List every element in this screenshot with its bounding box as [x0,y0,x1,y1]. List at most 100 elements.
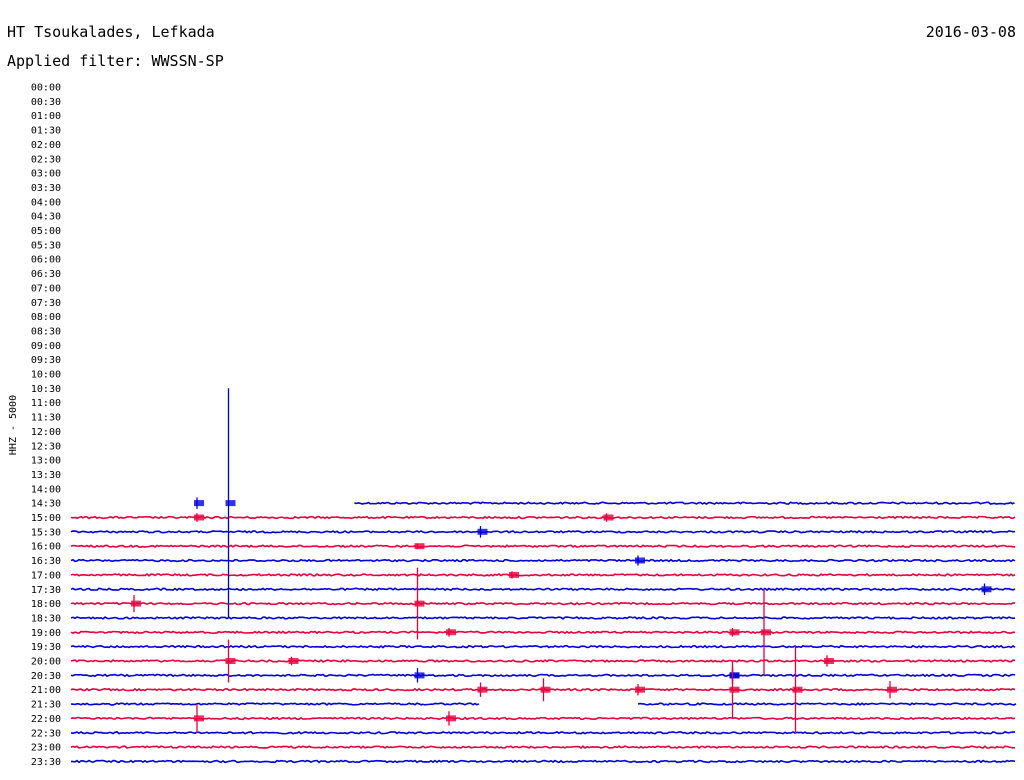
event-coda [887,686,897,693]
trace-row [354,501,1015,505]
row-label: 18:30 [31,613,61,624]
row-label: 07:00 [31,283,61,294]
row-label: 20:00 [31,657,61,668]
event-coda [540,686,551,693]
y-axis-label: HHZ - 5000 [8,395,19,455]
row-labels: 00:00 00:30 01:00 01:30 02:00 02:30 03:00 03:30… [31,83,61,768]
event-coda [194,715,204,722]
trace-row [70,644,1016,649]
trace-row [70,630,1016,635]
row-label: 11:00 [31,398,61,409]
event-coda [446,715,456,722]
event-coda [414,672,425,679]
row-label: 23:00 [31,743,61,754]
event-coda [981,586,992,593]
event-coda [414,543,425,550]
trace-row [70,573,1016,577]
row-label: 01:30 [31,126,61,137]
event-coda [635,557,645,564]
row-label: 20:30 [31,671,61,682]
row-label: 11:30 [31,413,61,424]
event-coda [194,514,204,521]
trace-row [70,745,1016,750]
row-label: 21:00 [31,685,61,696]
row-label: 14:00 [31,484,61,495]
trace-row [70,616,1016,620]
row-label: 06:00 [31,255,61,266]
date-label: 2016-03-08 [926,23,1016,41]
event-coda [194,500,204,507]
trace-row [70,730,1016,735]
row-label: 12:00 [31,427,61,438]
event-coda [509,571,519,578]
trace-row [637,702,1017,706]
row-label: 13:00 [31,456,61,467]
row-label: 06:30 [31,269,61,280]
trace-row [70,587,1016,592]
seismic-events [131,388,992,733]
row-label: 22:30 [31,728,61,739]
trace-row [70,601,1016,606]
trace-row [70,544,1016,549]
event-coda [729,629,740,636]
row-label: 09:00 [31,341,61,352]
row-label: 10:30 [31,384,61,395]
row-label: 02:00 [31,140,61,151]
row-label: 17:00 [31,570,61,581]
row-label: 01:00 [31,111,61,122]
row-label: 16:30 [31,556,61,567]
trace-row [70,702,480,706]
event-coda [131,600,141,607]
row-label: 15:30 [31,527,61,538]
row-label: 03:30 [31,183,61,194]
event-coda [603,514,614,521]
row-label: 00:30 [31,97,61,108]
row-label: 16:00 [31,542,61,553]
event-coda [477,686,488,693]
event-coda [225,658,236,664]
event-coda [414,600,425,607]
row-label: 04:30 [31,212,61,223]
row-label: 10:00 [31,370,61,381]
trace-row [70,716,1016,721]
trace-row [70,659,1016,663]
row-label: 22:00 [31,714,61,725]
row-label: 05:00 [31,226,61,237]
event-coda [635,686,645,693]
event-coda [761,629,771,636]
row-label: 19:00 [31,628,61,639]
row-label: 03:00 [31,169,61,180]
row-label: 15:00 [31,513,61,524]
station-title: HT Tsoukalades, Lefkada [7,23,215,41]
event-coda [225,500,236,507]
row-label: 23:30 [31,757,61,768]
seismic-traces [70,501,1017,764]
row-label: 07:30 [31,298,61,309]
row-label: 14:30 [31,499,61,510]
row-label: 04:00 [31,197,61,208]
event-coda [477,528,488,535]
row-label: 19:30 [31,642,61,653]
trace-row [70,558,1016,563]
row-label: 08:30 [31,326,61,337]
row-label: 21:30 [31,700,61,711]
row-label: 08:00 [31,312,61,323]
event-coda [288,658,299,664]
trace-row [70,759,1016,764]
event-coda [792,686,803,693]
row-label: 17:30 [31,585,61,596]
event-coda [729,686,740,693]
trace-row [70,515,1016,520]
row-label: 05:30 [31,240,61,251]
row-label: 00:00 [31,83,61,94]
event-coda [729,672,740,679]
trace-row [70,529,1016,534]
event-coda [446,629,456,636]
trace-row [70,673,1016,678]
row-label: 09:30 [31,355,61,366]
row-label: 02:30 [31,154,61,165]
row-label: 13:30 [31,470,61,481]
row-label: 12:30 [31,441,61,452]
event-coda [824,658,834,664]
